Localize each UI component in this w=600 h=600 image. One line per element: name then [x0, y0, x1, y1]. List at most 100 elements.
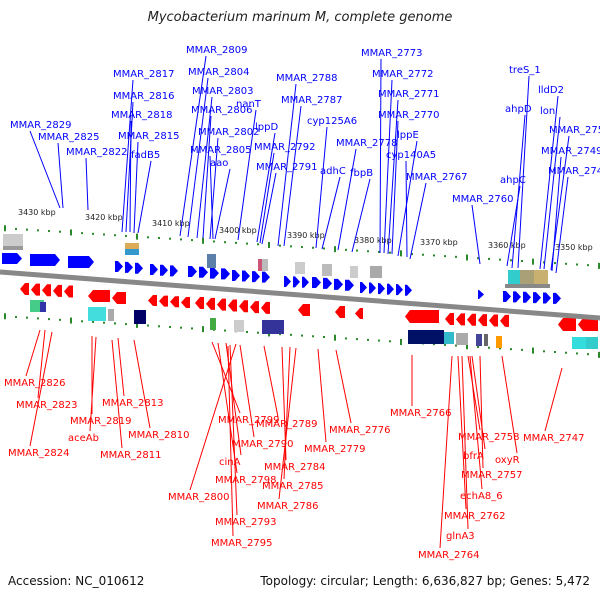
- forward-gene: [170, 265, 178, 277]
- top-gene-label: treS_1: [509, 65, 541, 76]
- lower-tick: [125, 323, 127, 326]
- top-gene-label: lon: [540, 106, 555, 117]
- lower-tick: [180, 326, 182, 329]
- top-leader-line: [391, 120, 399, 255]
- bottom-gene-label: MMAR_2790: [232, 439, 294, 450]
- lower-tick: [356, 338, 358, 341]
- top-leader-line: [196, 96, 213, 239]
- top-gene-label: lppD: [255, 122, 278, 133]
- upper-tick: [279, 244, 281, 247]
- top-leader-line: [397, 140, 418, 257]
- kbp-label: 3360 kbp: [488, 241, 526, 250]
- lower-tick: [257, 331, 259, 334]
- lower-tick: [136, 321, 138, 328]
- upper-tick: [246, 242, 248, 245]
- lower-tick: [169, 325, 171, 328]
- upper-tick: [411, 253, 413, 256]
- top-leader-line: [209, 155, 214, 240]
- top-gene-label: MMAR_2818: [111, 110, 173, 121]
- annotation-box: [456, 333, 468, 345]
- lower-tick: [400, 339, 402, 345]
- annotation-box: [262, 259, 268, 271]
- annotation-box: [505, 284, 550, 288]
- top-leader-line: [125, 101, 134, 233]
- bottom-gene-label: MMAR_2811: [100, 450, 162, 461]
- reverse-gene: [148, 295, 157, 306]
- top-gene-label: MMAR_2760: [452, 194, 514, 205]
- upper-tick: [15, 227, 17, 230]
- top-leader-line: [551, 156, 562, 272]
- forward-gene: [30, 254, 60, 266]
- bottom-gene-label: MMAR_2784: [264, 462, 326, 473]
- annotation-box: [350, 266, 358, 278]
- lower-tick: [81, 320, 83, 323]
- bottom-gene-label: MMAR_2799: [218, 415, 280, 426]
- top-gene-label: MMAR_2825: [38, 132, 100, 143]
- reverse-gene: [31, 283, 40, 296]
- forward-gene: [387, 283, 394, 295]
- bottom-leader-lines: [25, 329, 563, 549]
- lower-tick: [246, 330, 248, 333]
- top-leader-line: [85, 157, 89, 211]
- reverse-gene: [445, 313, 454, 325]
- top-gene-label: MMAR_2771: [378, 89, 440, 100]
- reverse-gene: [250, 301, 259, 314]
- upper-tick: [191, 239, 193, 242]
- lower-tick: [70, 317, 72, 324]
- features: [2, 234, 598, 349]
- top-gene-label: aao: [210, 158, 228, 169]
- reverse-gene: [88, 290, 110, 302]
- top-leader-line: [405, 160, 408, 258]
- lower-tick: [92, 320, 94, 323]
- kbp-label: 3410 kbp: [152, 219, 190, 228]
- top-gene-label: MMAR_2809: [186, 45, 248, 56]
- upper-tick: [510, 259, 512, 262]
- upper-tick: [125, 234, 127, 237]
- annotation-box: [534, 270, 548, 284]
- upper-tick: [444, 255, 446, 258]
- top-leader-line: [121, 79, 134, 233]
- reverse-gene: [159, 295, 168, 307]
- upper-tick: [136, 233, 138, 240]
- top-leader-line: [187, 77, 209, 238]
- lower-tick: [488, 346, 490, 349]
- lower-tick: [345, 337, 347, 340]
- lower-tick: [466, 343, 468, 350]
- bottom-gene-label: MMAR_2819: [70, 416, 132, 427]
- top-leader-line: [315, 126, 328, 249]
- bottom-gene-label: MMAR_2757: [461, 470, 523, 481]
- kbp-label: 3420 kbp: [85, 213, 123, 222]
- reverse-gene: [42, 284, 51, 297]
- top-gene-label: MMAR_2815: [118, 131, 180, 142]
- reverse-gene: [53, 284, 62, 297]
- reverse-gene: [170, 296, 179, 308]
- upper-tick: [521, 259, 523, 262]
- forward-gene: [210, 267, 219, 279]
- bottom-leader-line: [335, 349, 352, 424]
- annotation-box: [586, 337, 598, 349]
- top-leader-line: [337, 148, 357, 251]
- kbp-label: 3390 kbp: [287, 231, 325, 240]
- annotation-box: [40, 302, 46, 312]
- upper-tick: [367, 250, 369, 253]
- bottom-gene-labels: MMAR_2826 MMAR_2823 MMAR_2824 MMAR_2819 aceA…: [4, 378, 585, 561]
- top-leader-line: [383, 79, 393, 254]
- lower-tick: [532, 347, 534, 354]
- forward-gene: [360, 282, 367, 293]
- bottom-gene-label: MMAR_2789: [256, 419, 318, 430]
- kbp-labels: 3430 kbp 3420 kbp 3410 kbp 3400 kbp 3390 kbp…: [18, 208, 593, 252]
- forward-gene: [323, 277, 332, 289]
- bottom-gene-label: MMAR_2766: [390, 408, 452, 419]
- reverse-gene: [239, 300, 248, 313]
- bottom-gene-label: MMAR_2813: [102, 398, 164, 409]
- top-leader-line: [517, 75, 530, 269]
- upper-tick: [422, 253, 424, 256]
- top-gene-label: cyp125A6: [307, 116, 357, 127]
- reverse-gene: [467, 313, 476, 326]
- reverse-gene: [335, 306, 345, 318]
- lower-tick: [455, 344, 457, 347]
- top-leader-line: [29, 130, 61, 209]
- reverse-gene: [217, 298, 226, 311]
- ticks: [4, 225, 600, 358]
- upper-tick: [389, 251, 391, 254]
